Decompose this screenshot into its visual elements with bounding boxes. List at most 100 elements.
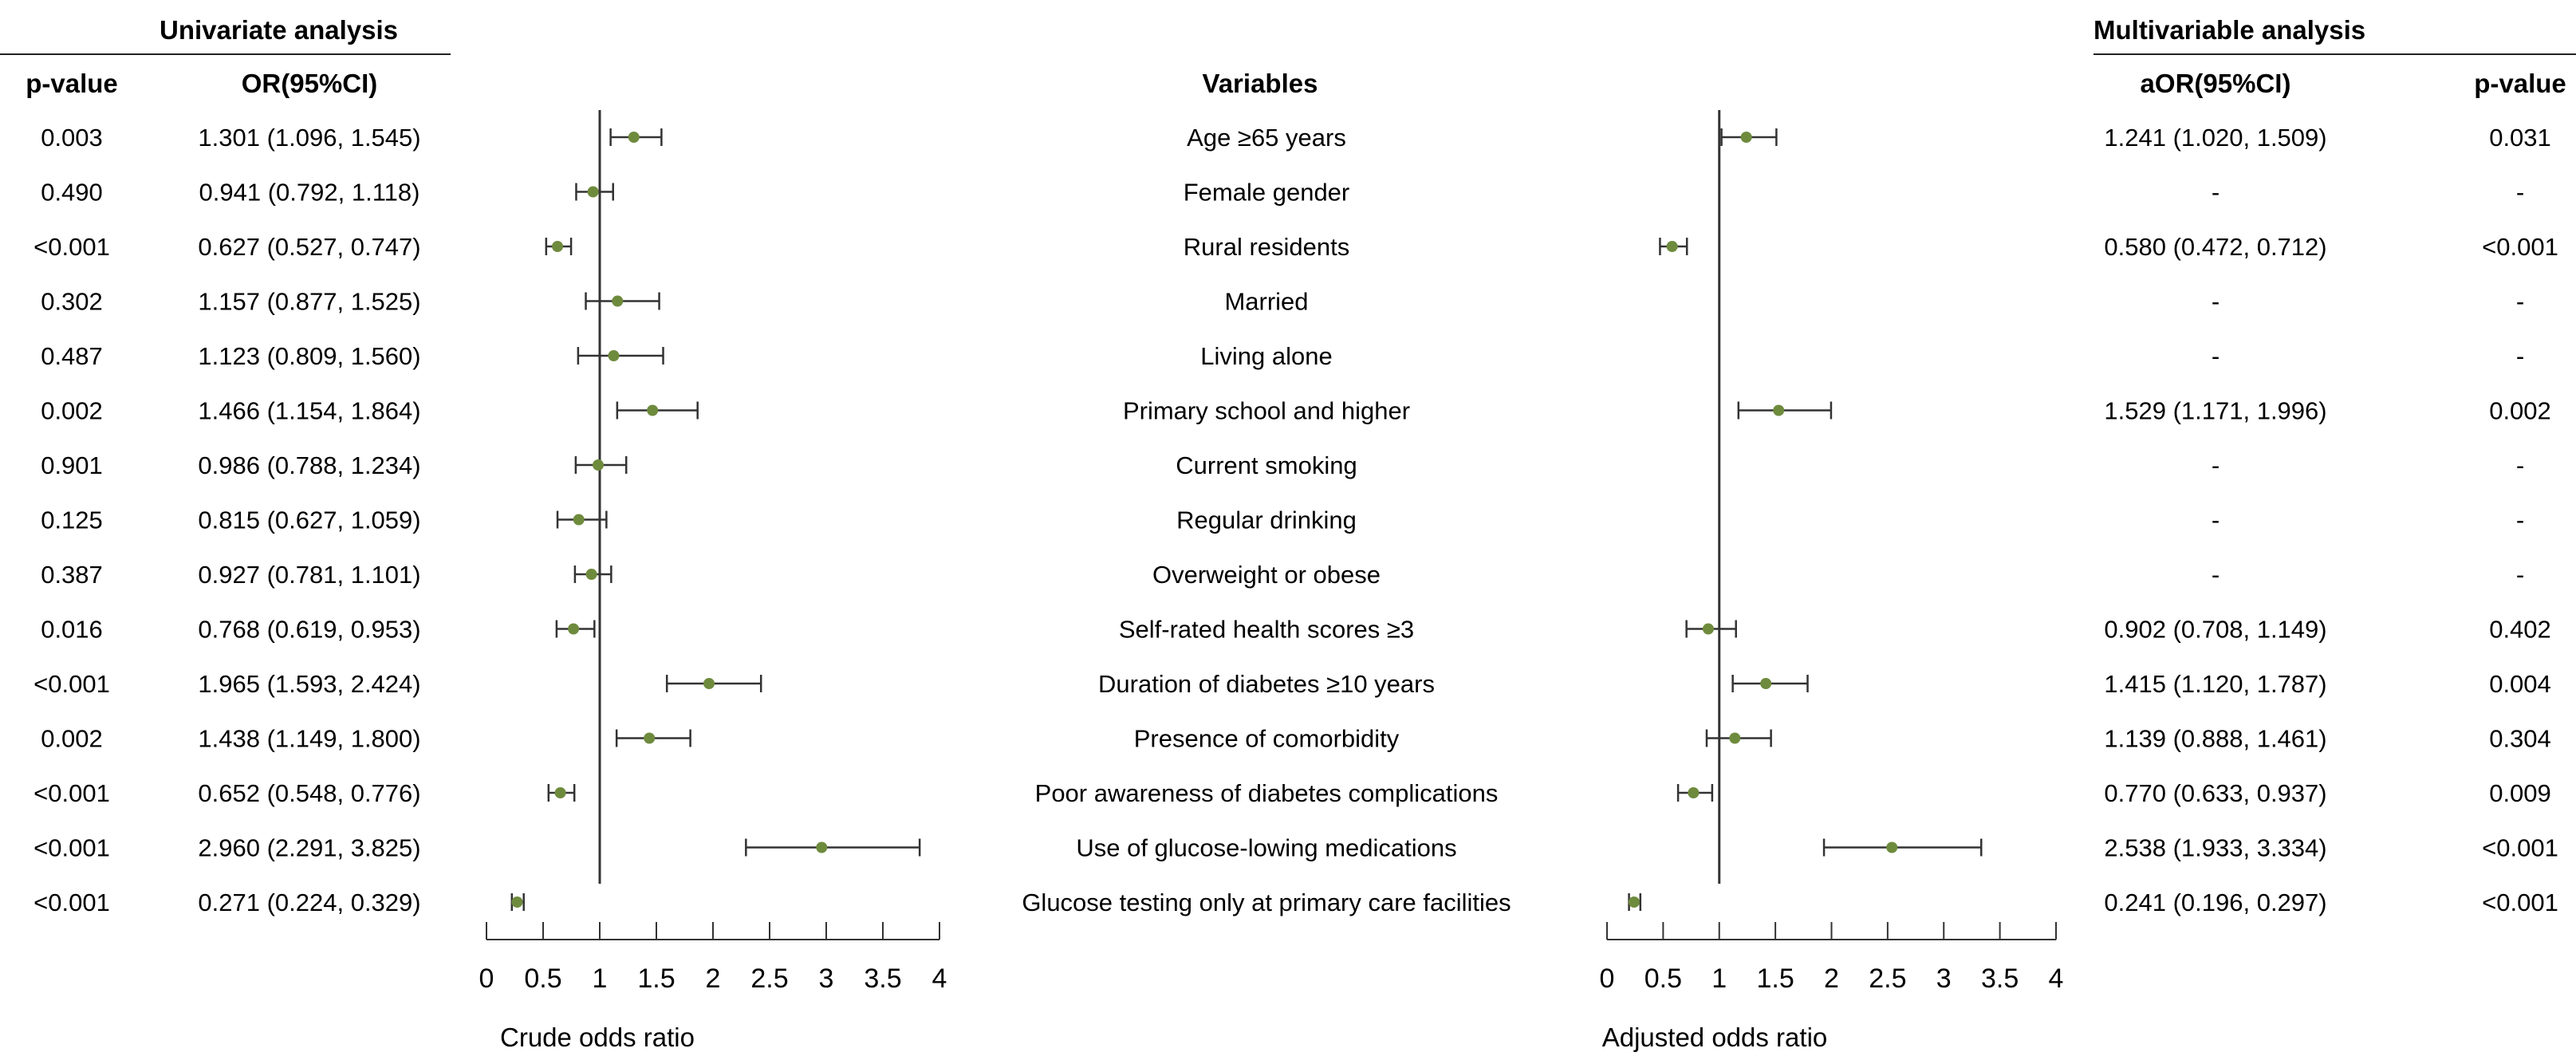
table-row: 0.003 1.301 (1.096, 1.545) Age ≥65 years 1.… [41, 124, 2551, 152]
row-p-value: 0.016 [41, 616, 103, 644]
row-or-ci: 0.927 (0.781, 1.101) [198, 561, 420, 589]
row-or-ci: 0.986 (0.788, 1.234) [198, 451, 420, 479]
row-or-ci: 1.965 (1.593, 2.424) [198, 670, 420, 698]
row-variable: Poor awareness of diabetes complications [1035, 779, 1499, 807]
row-p-value: <0.001 [33, 889, 110, 916]
adjusted-point-estimate [1740, 132, 1752, 143]
crude-point-estimate [587, 186, 599, 198]
crude-tick-label: 4 [932, 963, 947, 994]
row-adjusted-p-value: - [2516, 179, 2524, 207]
crude-x-axis-label: Crude odds ratio [500, 1023, 695, 1052]
crude-point-estimate [703, 678, 715, 689]
row-adjusted-p-value: 0.402 [2489, 616, 2551, 644]
row-adjusted-p-value: <0.001 [2482, 834, 2558, 862]
row-variable: Duration of diabetes ≥10 years [1098, 670, 1435, 698]
crude-tick-label: 0 [479, 963, 494, 994]
adjusted-point-estimate [1886, 841, 1898, 853]
row-variable: Current smoking [1176, 451, 1357, 479]
table-rows: 0.003 1.301 (1.096, 1.545) Age ≥65 years 1.… [33, 124, 2558, 916]
adjusted-point-estimate [1773, 404, 1785, 416]
row-aor-ci: 0.241 (0.196, 0.297) [2104, 889, 2326, 916]
adjusted-tick-label: 4 [2049, 963, 2064, 994]
adjusted-point-estimate [1688, 787, 1700, 798]
row-variable: Regular drinking [1176, 506, 1357, 534]
adjusted-tick-label: 0.5 [1644, 963, 1682, 994]
adjusted-tick-label: 1 [1711, 963, 1727, 994]
row-variable: Presence of comorbidity [1134, 725, 1400, 753]
row-aor-ci: - [2212, 342, 2220, 370]
table-row: <0.001 1.965 (1.593, 2.424) Duration of di… [33, 670, 2551, 698]
table-row: 0.016 0.768 (0.619, 0.953) Self-rated heal… [41, 616, 2551, 644]
adjusted-point-estimate [1760, 678, 1772, 689]
crude-tick-label: 0.5 [524, 963, 561, 994]
row-variable: Living alone [1200, 342, 1332, 370]
row-aor-ci: 2.538 (1.933, 3.334) [2104, 834, 2326, 862]
adjusted-point-estimate [1702, 623, 1714, 635]
row-p-value: 0.002 [41, 397, 103, 425]
crude-point-estimate [573, 514, 585, 526]
row-aor-ci: 0.770 (0.633, 0.937) [2104, 779, 2326, 807]
crude-point-estimate [644, 732, 656, 744]
table-row: 0.490 0.941 (0.792, 1.118) Female gender - - [41, 179, 2524, 207]
table-row: <0.001 0.271 (0.224, 0.329) Glucose testin… [33, 889, 2558, 916]
row-adjusted-p-value: 0.031 [2489, 124, 2551, 152]
crude-tick-label: 2.5 [750, 963, 788, 994]
row-variable: Use of glucose-lowing medications [1076, 834, 1456, 862]
row-aor-ci: 0.902 (0.708, 1.149) [2104, 616, 2326, 644]
row-adjusted-p-value: - [2516, 342, 2524, 370]
adjusted-point-estimate [1628, 896, 1640, 908]
row-p-value: 0.487 [41, 342, 103, 370]
table-row: 0.125 0.815 (0.627, 1.059) Regular drinkin… [41, 506, 2524, 534]
crude-point-estimate [608, 350, 620, 361]
header-aor-ci: aOR(95%CI) [2141, 69, 2291, 98]
crude-forest-plot: 0 0.5 1 1.5 2 2.5 3 3.5 4 [479, 110, 947, 994]
adjusted-forest-plot: 0 0.5 1 1.5 2 2.5 3 3.5 4 [1600, 110, 2064, 994]
row-aor-ci: - [2212, 179, 2220, 207]
row-adjusted-p-value: 0.004 [2489, 670, 2551, 698]
row-aor-ci: - [2212, 506, 2220, 534]
univariate-title: Univariate analysis [160, 15, 398, 45]
crude-point-estimate [511, 896, 523, 908]
row-aor-ci: 1.139 (0.888, 1.461) [2104, 725, 2326, 753]
crude-point-estimate [552, 241, 564, 252]
row-or-ci: 0.271 (0.224, 0.329) [198, 889, 420, 916]
adjusted-tick-label: 1.5 [1756, 963, 1794, 994]
row-adjusted-p-value: 0.304 [2489, 725, 2551, 753]
row-aor-ci: 1.241 (1.020, 1.509) [2104, 124, 2326, 152]
row-variable: Married [1224, 288, 1308, 316]
row-adjusted-p-value: - [2516, 561, 2524, 589]
table-row: 0.387 0.927 (0.781, 1.101) Overweight or o… [41, 561, 2524, 589]
row-aor-ci: 1.415 (1.120, 1.787) [2104, 670, 2326, 698]
row-p-value: 0.901 [41, 451, 103, 479]
row-p-value: <0.001 [33, 670, 110, 698]
row-or-ci: 0.627 (0.527, 0.747) [198, 233, 420, 261]
row-or-ci: 0.768 (0.619, 0.953) [198, 616, 420, 644]
adjusted-x-axis-label: Adjusted odds ratio [1602, 1023, 1828, 1052]
crude-tick-label: 1 [593, 963, 608, 994]
crude-point-estimate [593, 459, 605, 471]
adjusted-tick-label: 0 [1600, 963, 1615, 994]
row-or-ci: 2.960 (2.291, 3.825) [198, 834, 420, 862]
row-or-ci: 1.301 (1.096, 1.545) [198, 124, 420, 152]
row-adjusted-p-value: <0.001 [2482, 233, 2558, 261]
row-adjusted-p-value: 0.009 [2489, 779, 2551, 807]
row-variable: Female gender [1184, 179, 1350, 207]
row-aor-ci: 1.529 (1.171, 1.996) [2104, 397, 2326, 425]
crude-tick-label: 3 [819, 963, 834, 994]
header-p-value-right: p-value [2474, 69, 2566, 98]
adjusted-tick-label: 3 [1936, 963, 1952, 994]
header-p-value-left: p-value [26, 69, 118, 98]
multivariable-title: Multivariable analysis [2093, 15, 2365, 45]
row-variable: Age ≥65 years [1187, 124, 1346, 152]
row-p-value: 0.125 [41, 506, 103, 534]
row-adjusted-p-value: - [2516, 506, 2524, 534]
crude-point-estimate [554, 787, 566, 798]
row-or-ci: 1.466 (1.154, 1.864) [198, 397, 420, 425]
adjusted-tick-label: 2 [1824, 963, 1839, 994]
row-variable: Rural residents [1184, 233, 1349, 261]
crude-point-estimate [612, 295, 624, 307]
row-aor-ci: - [2212, 451, 2220, 479]
row-variable: Overweight or obese [1152, 561, 1381, 589]
row-or-ci: 1.438 (1.149, 1.800) [198, 725, 420, 753]
table-row: <0.001 0.652 (0.548, 0.776) Poor awareness… [33, 779, 2551, 807]
